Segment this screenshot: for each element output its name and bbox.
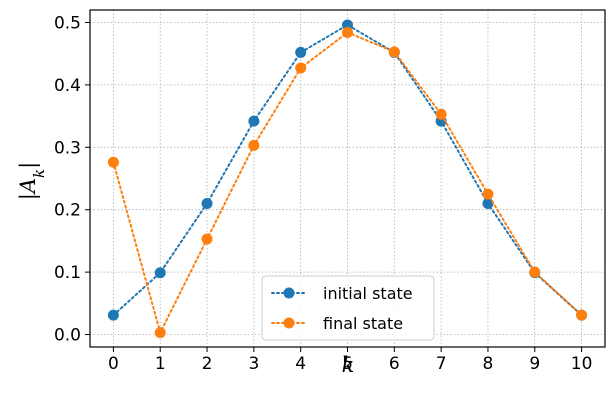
grid xyxy=(90,10,605,347)
data-point xyxy=(107,156,119,168)
data-point xyxy=(295,46,307,58)
data-point xyxy=(154,267,166,279)
data-point xyxy=(201,233,213,245)
series-initial-state xyxy=(107,19,588,321)
data-point xyxy=(154,327,166,339)
data-point xyxy=(107,309,119,321)
data-point xyxy=(248,115,260,127)
y-tick-label: 0.0 xyxy=(54,326,81,346)
series-final-state xyxy=(107,26,588,339)
y-tick-label: 0.2 xyxy=(54,201,81,221)
legend-marker xyxy=(283,317,295,329)
y-tick-label: 0.5 xyxy=(54,13,81,33)
legend-label: final state xyxy=(323,314,403,333)
data-point xyxy=(201,197,213,209)
y-axis-label: |Ak| xyxy=(16,162,48,200)
data-point xyxy=(482,188,494,200)
x-tick-label: 10 xyxy=(571,354,593,374)
series-layer xyxy=(107,19,588,339)
x-tick-label: 9 xyxy=(529,354,540,374)
data-point xyxy=(529,266,541,278)
x-tick-label: 0 xyxy=(108,354,119,374)
data-point xyxy=(342,26,353,38)
x-tick-label: 6 xyxy=(389,354,400,374)
x-tick-label: 3 xyxy=(248,354,259,374)
data-point xyxy=(576,309,588,321)
x-axis-ticks: 0 1 2 3 4 5 6 7 8 9 10 xyxy=(108,347,592,374)
data-point xyxy=(482,197,494,209)
data-point xyxy=(248,139,260,151)
x-tick-label: 1 xyxy=(155,354,166,374)
x-axis-label: k xyxy=(342,353,355,377)
data-point xyxy=(435,108,447,120)
x-tick-label: 2 xyxy=(202,354,213,374)
legend-label: initial state xyxy=(323,284,413,303)
legend-box xyxy=(261,275,435,341)
y-tick-label: 0.3 xyxy=(54,138,81,158)
x-tick-label: 7 xyxy=(436,354,447,374)
y-tick-label: 0.1 xyxy=(54,263,81,283)
y-tick-label: 0.4 xyxy=(54,76,81,96)
legend-entries: initial state final state xyxy=(271,284,413,333)
legend-marker xyxy=(283,287,295,299)
x-tick-label: 8 xyxy=(483,354,494,374)
data-point xyxy=(295,62,307,74)
legend: initial state final state xyxy=(261,275,435,341)
x-tick-label: 4 xyxy=(295,354,306,374)
data-point xyxy=(388,46,400,58)
y-axis-ticks: 0.0 0.1 0.2 0.3 0.4 0.5 xyxy=(54,13,90,346)
x-tick-label: 5 xyxy=(342,354,353,374)
series-line xyxy=(112,23,583,317)
